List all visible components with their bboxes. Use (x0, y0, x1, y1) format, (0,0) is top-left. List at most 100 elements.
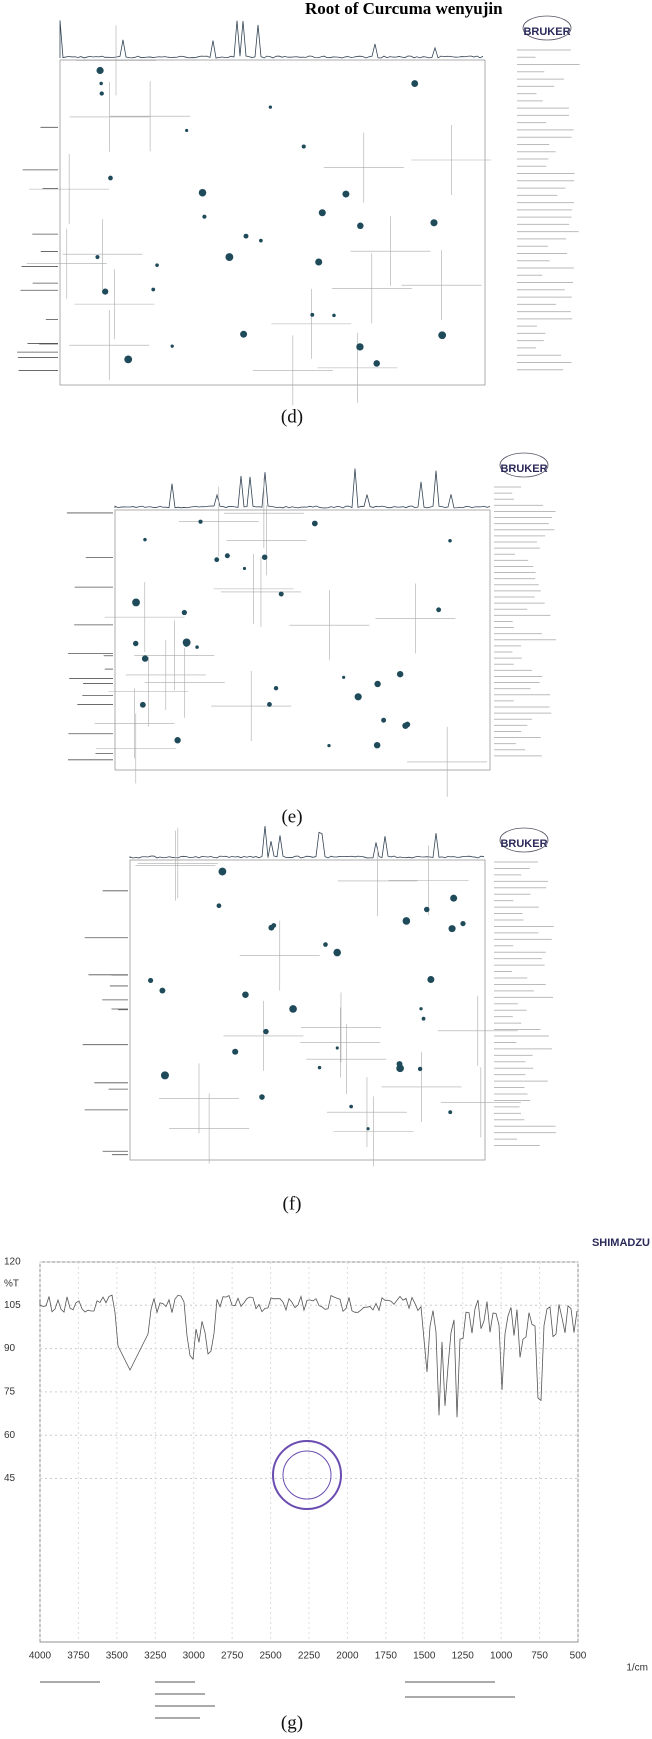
x-tick-label: 3500 (106, 1651, 129, 1662)
cross-peak (132, 599, 140, 607)
cross-peak (373, 360, 380, 367)
cross-peak (355, 693, 362, 700)
panel-label: (d) (281, 406, 303, 427)
cross-peak (312, 521, 318, 527)
x-tick-label: 2250 (298, 1651, 321, 1662)
cross-peak (202, 215, 206, 219)
cross-peak (449, 925, 456, 932)
y-tick-label: 90 (4, 1343, 16, 1354)
y-tick-label: 45 (4, 1473, 16, 1484)
x-tick-label: 3000 (183, 1651, 206, 1662)
cross-peak (342, 191, 349, 198)
plot-frame (115, 510, 490, 770)
cross-peak (267, 702, 272, 707)
cross-peak (242, 991, 249, 998)
cross-peak (263, 1029, 269, 1035)
cross-peak (460, 921, 465, 926)
cross-peak (95, 255, 99, 259)
cross-peak (427, 976, 434, 983)
top-projection (60, 20, 483, 58)
y-tick-label: 120 (4, 1257, 21, 1268)
x-tick-label: 1000 (490, 1651, 513, 1662)
cross-peak (342, 676, 345, 679)
cross-peak (243, 567, 246, 570)
cross-peak (289, 1005, 297, 1013)
cross-peak (142, 655, 148, 661)
x-tick-label: 3250 (144, 1651, 167, 1662)
cross-peak (397, 671, 403, 677)
cross-peak (430, 219, 437, 226)
cross-peak (381, 718, 386, 723)
y-tick-label: 105 (4, 1300, 21, 1311)
logo: SHIMADZU (592, 1237, 650, 1249)
cross-peak (148, 978, 153, 983)
cross-peak (198, 520, 202, 524)
cross-peak (333, 949, 341, 957)
cross-peak (108, 176, 113, 181)
cross-peak (315, 258, 322, 265)
top-projection (115, 469, 490, 508)
cross-peak (185, 129, 188, 132)
x-tick-label: 1250 (452, 1651, 475, 1662)
cross-peak (155, 263, 159, 267)
cross-peak (99, 82, 102, 85)
x-tick-label: 2500 (259, 1651, 282, 1662)
cross-peak (374, 681, 380, 687)
cross-peak (100, 91, 104, 95)
x-tick-label: 1500 (413, 1651, 436, 1662)
cross-peak (143, 538, 146, 541)
plot-frame (60, 60, 485, 385)
cross-peak (244, 234, 249, 239)
cross-peak (411, 80, 418, 87)
cross-peak (349, 1105, 353, 1109)
cross-peak (318, 1066, 321, 1069)
cross-peak (225, 253, 233, 261)
figure: Root of Curcuma wenyujin BRUKER(d)BRUKER… (0, 0, 652, 1739)
cross-peak (262, 554, 267, 559)
cross-peak (436, 607, 441, 612)
cross-peak (161, 1071, 169, 1079)
panel-label: (f) (283, 1193, 302, 1214)
cross-peak (367, 1127, 370, 1130)
cross-peak (232, 1049, 238, 1055)
cross-peak (403, 917, 411, 925)
x-tick-label: 1750 (375, 1651, 398, 1662)
cross-peak (332, 314, 336, 318)
cross-peak (151, 288, 155, 292)
cross-peak (182, 610, 187, 615)
plot-frame (130, 860, 485, 1160)
cross-peak (450, 895, 457, 902)
y-unit: %T (4, 1279, 19, 1290)
x-tick-label: 2750 (221, 1651, 244, 1662)
panel-label: (e) (281, 806, 302, 827)
x-unit: 1/cm (626, 1663, 648, 1674)
cross-peak (302, 144, 306, 148)
cross-peak (323, 942, 328, 947)
cross-peak (424, 907, 429, 912)
page: Root of Curcuma wenyujin BRUKER(d)BRUKER… (0, 0, 652, 1739)
cross-peak (218, 868, 226, 876)
cross-peak (269, 106, 272, 109)
cross-peak (140, 702, 146, 708)
cross-peak (259, 239, 263, 243)
y-tick-label: 60 (4, 1430, 16, 1441)
logo: BRUKER (523, 26, 570, 38)
cross-peak (438, 331, 446, 339)
cross-peak (419, 1007, 422, 1010)
cross-peak (357, 223, 364, 230)
title: Root of Curcuma wenyujin (305, 0, 503, 18)
cross-peak (374, 742, 380, 748)
cross-peak (402, 723, 408, 729)
top-projection (130, 826, 484, 858)
cross-peak (102, 288, 108, 294)
cross-peak (422, 1017, 426, 1021)
cross-peak (448, 1110, 452, 1114)
cross-peak (279, 592, 284, 597)
cross-peak (327, 744, 330, 747)
cross-peak (396, 1065, 404, 1073)
cross-peak (310, 313, 314, 317)
cross-peak (133, 641, 138, 646)
cross-peak (183, 641, 189, 647)
cross-peak (195, 645, 199, 649)
cross-peak (159, 988, 165, 994)
